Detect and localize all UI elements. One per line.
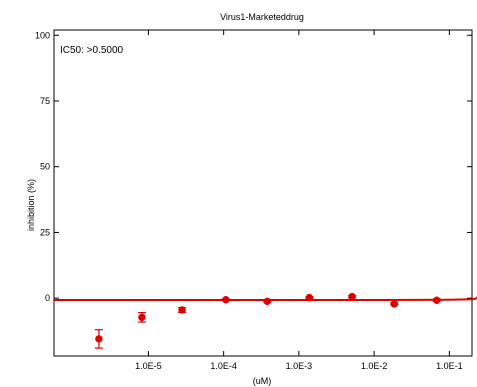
- data-point: [137, 312, 146, 323]
- data-marker: [95, 335, 103, 343]
- y-tick-label: 100: [35, 30, 50, 40]
- y-tick-label: 25: [40, 227, 50, 237]
- y-axis-ticks: 0 25 50 75 100: [35, 30, 472, 303]
- data-point: [263, 297, 272, 306]
- data-marker: [138, 313, 146, 322]
- y-tick-label: 75: [40, 96, 50, 106]
- x-tick-label: 1.0E-3: [286, 361, 313, 371]
- data-point: [348, 292, 357, 301]
- x-tick-label: 1.0E-1: [436, 361, 463, 371]
- fit-curve-layer: [54, 297, 477, 301]
- fit-curve: [54, 297, 477, 301]
- x-tick-label: 1.0E-5: [135, 361, 162, 371]
- data-point: [390, 300, 399, 308]
- x-axis-ticks: 1.0E-5 1.0E-4 1.0E-3 1.0E-2 1.0E-1: [135, 30, 463, 371]
- data-point: [94, 329, 103, 349]
- x-axis-label: (uM): [253, 376, 272, 386]
- data-marker: [178, 306, 186, 314]
- x-tick-label: 1.0E-4: [210, 361, 237, 371]
- data-marker: [390, 300, 398, 308]
- ic50-annotation: IC50: >0.5000: [60, 45, 124, 56]
- y-axis-label: inhibition (%): [26, 179, 36, 231]
- chart-title: Virus1-Marketeddrug: [220, 12, 304, 22]
- data-marker: [222, 295, 230, 304]
- plot-frame: [53, 29, 473, 357]
- data-marker: [433, 296, 441, 305]
- data-point: [221, 295, 230, 304]
- y-tick-label: 50: [40, 162, 50, 172]
- data-marker: [263, 297, 272, 306]
- data-points-layer: [94, 292, 477, 349]
- data-point: [178, 306, 187, 314]
- y-tick-label: 0: [45, 293, 50, 303]
- data-point: [432, 296, 441, 305]
- data-marker: [348, 292, 356, 301]
- data-point: [305, 293, 314, 302]
- data-marker: [305, 293, 314, 302]
- x-tick-label: 1.0E-2: [361, 361, 388, 371]
